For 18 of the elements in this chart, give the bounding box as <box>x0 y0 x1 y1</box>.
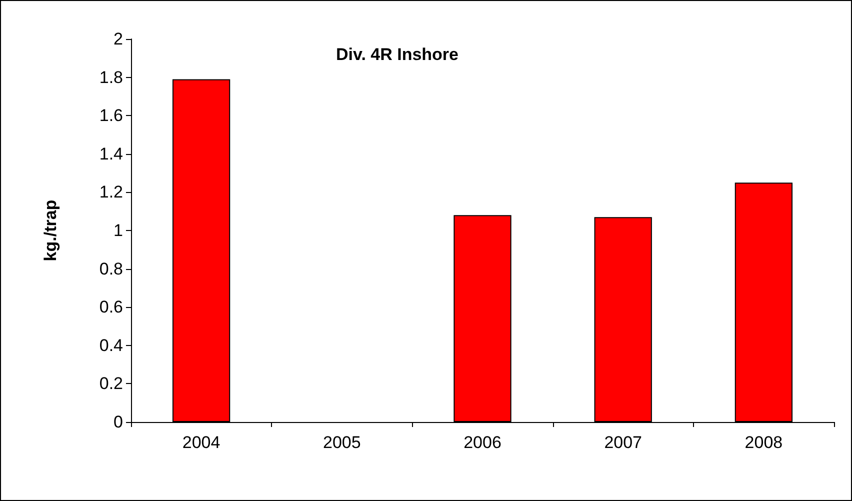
y-axis-title: kg./trap <box>41 200 60 262</box>
y-tick-label: 1.4 <box>99 144 123 164</box>
y-tick-label: 0.2 <box>99 374 123 394</box>
chart-title: Div. 4R Inshore <box>336 45 458 64</box>
y-tick-label: 0.8 <box>99 259 123 278</box>
x-tick-label: 2008 <box>744 433 783 452</box>
y-tick-label: 1.8 <box>99 68 123 87</box>
y-tick-label: 0.6 <box>99 298 123 317</box>
x-tick-label: 2006 <box>464 433 502 452</box>
y-tick-label: 1.6 <box>99 106 123 126</box>
y-tick-label: 0 <box>114 412 123 432</box>
x-tick-label: 2007 <box>604 433 642 452</box>
x-tick-label: 2005 <box>322 433 361 452</box>
y-tick-label: 2 <box>114 30 123 48</box>
y-tick-label: 1 <box>114 221 123 240</box>
y-tick-label: 1.2 <box>99 182 123 202</box>
y-tick-label: 0.4 <box>99 336 123 355</box>
x-tick-label: 2004 <box>182 433 220 452</box>
